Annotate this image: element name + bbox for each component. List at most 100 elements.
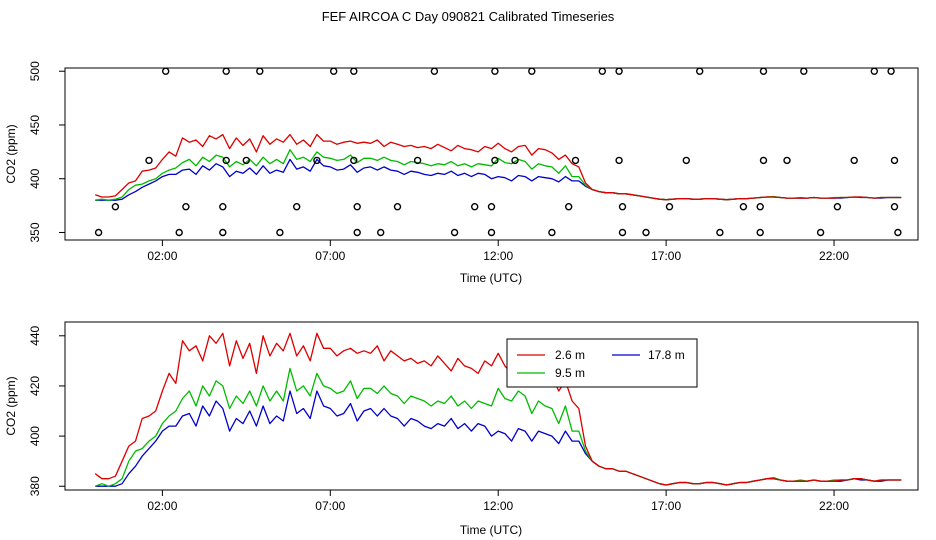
scatter-point <box>256 67 264 75</box>
scatter-point <box>94 228 103 237</box>
y-tick-label: 350 <box>28 222 42 242</box>
y-axis-title: CO2 (ppm) <box>4 376 18 435</box>
series-lines <box>94 332 902 487</box>
scatter-point <box>816 228 825 237</box>
scatter-point <box>182 202 190 211</box>
panel-top: 02:00 07:00 12:00 17:00 22:00 350 400 450 500 T… <box>4 61 919 285</box>
x-tick-label: 12:00 <box>483 249 513 263</box>
scatter-point <box>642 228 650 237</box>
scatter-point <box>491 67 499 75</box>
scatter-point <box>615 67 623 75</box>
y-tick-label: 400 <box>28 168 42 188</box>
scatter-point <box>759 67 768 75</box>
y-tick-label: 420 <box>28 376 42 396</box>
scatter-point <box>219 202 227 211</box>
series-line-9-5-m <box>95 149 902 201</box>
x-tick-label: 02:00 <box>147 249 177 263</box>
scatter-point <box>887 67 895 75</box>
scatter-point <box>161 67 170 75</box>
scatter-point <box>850 156 858 165</box>
x-axis-title: Time (UTC) <box>460 523 522 537</box>
legend: 2.6 m 9.5 m 17.8 m <box>506 338 698 388</box>
scatter-point <box>565 202 573 211</box>
scatter-point <box>756 228 764 237</box>
scatter-point <box>175 228 183 237</box>
series-line-9-5-m <box>94 367 902 487</box>
scatter-point <box>293 202 301 211</box>
panel-bottom: 02:00 07:00 12:00 17:00 22:00 380 400 420 440 T… <box>4 321 919 537</box>
series-line-2-6-m <box>94 133 902 201</box>
y-axis-title: CO2 (ppm) <box>4 124 18 183</box>
x-tick-label: 12:00 <box>483 499 513 513</box>
series-line-17-8-m <box>95 390 902 487</box>
scatter-point <box>682 156 690 165</box>
scatter-point <box>894 228 902 237</box>
scatter-point <box>413 156 422 165</box>
scatter-point <box>430 67 439 75</box>
x-tick-label: 07:00 <box>315 249 345 263</box>
x-tick-label: 17:00 <box>651 499 681 513</box>
scatter-point <box>377 228 385 237</box>
y-tick-label: 500 <box>28 61 42 81</box>
series-lines <box>94 133 902 201</box>
scatter-point <box>350 156 358 165</box>
scatter-point <box>145 156 153 165</box>
scatter-point <box>450 228 459 237</box>
scatter-point <box>870 67 878 75</box>
scatter-point <box>471 202 479 211</box>
plot-frame <box>64 321 919 491</box>
series-line-17-8-m <box>95 158 902 201</box>
y-tick-label: 440 <box>28 325 42 345</box>
scatter-point <box>890 202 899 211</box>
scatter-point <box>833 202 842 211</box>
x-tick-label: 22:00 <box>819 499 849 513</box>
chart-title: FEF AIRCOA C Day 090821 Calibrated Times… <box>321 9 615 24</box>
scatter-point <box>759 156 768 165</box>
scatter-point <box>353 228 361 237</box>
x-axis-title: Time (UTC) <box>460 271 522 285</box>
scatter-point <box>739 202 748 211</box>
scatter-point <box>598 67 606 75</box>
x-axis: 02:00 07:00 12:00 17:00 22:00 <box>147 490 849 513</box>
scatter-point <box>330 67 338 75</box>
scatter-point <box>615 156 623 165</box>
scatter-point <box>618 228 627 237</box>
scatter-point <box>491 156 499 165</box>
scatter-point <box>665 202 674 211</box>
scatter-point <box>353 202 361 211</box>
y-axis: 380 400 420 440 <box>28 325 65 496</box>
x-tick-label: 07:00 <box>315 499 345 513</box>
series-line-2-6-m <box>94 332 902 486</box>
scatter-point <box>487 202 496 211</box>
scatter-point <box>111 202 120 211</box>
scatter-point <box>222 156 230 165</box>
y-tick-label: 450 <box>28 115 42 135</box>
scatter-point <box>890 156 899 165</box>
scatter-point <box>800 67 808 75</box>
scatter-point <box>696 67 704 75</box>
scatter-point <box>571 156 580 165</box>
legend-label-17-8m: 17.8 m <box>648 348 685 362</box>
legend-box <box>506 338 698 388</box>
scatter-points <box>94 67 902 237</box>
x-axis: 02:00 07:00 12:00 17:00 22:00 <box>147 240 849 263</box>
x-tick-label: 22:00 <box>819 249 849 263</box>
scatter-point <box>511 156 519 165</box>
legend-label-9-5m: 9.5 m <box>555 366 585 380</box>
x-tick-label: 02:00 <box>147 499 177 513</box>
scatter-point <box>716 228 724 237</box>
scatter-point <box>350 67 358 75</box>
legend-label-2-6m: 2.6 m <box>555 348 585 362</box>
y-axis: 350 400 450 500 <box>28 61 65 242</box>
scatter-point <box>618 202 627 211</box>
scatter-point <box>783 156 791 165</box>
scatter-point <box>756 202 764 211</box>
y-tick-label: 400 <box>28 426 42 446</box>
scatter-point <box>393 202 402 211</box>
scatter-point <box>276 228 284 237</box>
scatter-point <box>222 67 230 75</box>
scatter-point <box>548 228 556 237</box>
scatter-point <box>528 67 536 75</box>
scatter-point <box>242 156 251 165</box>
